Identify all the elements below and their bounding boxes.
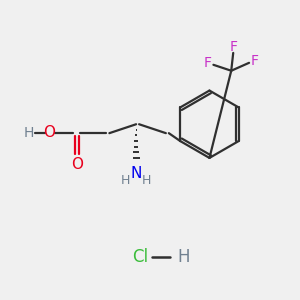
Text: H: H bbox=[141, 174, 151, 187]
Text: F: F bbox=[251, 54, 259, 68]
Text: H: H bbox=[121, 174, 130, 187]
Text: Cl: Cl bbox=[132, 248, 148, 266]
Text: H: H bbox=[178, 248, 190, 266]
Text: H: H bbox=[24, 126, 34, 140]
Text: O: O bbox=[43, 125, 55, 140]
Text: F: F bbox=[229, 40, 237, 54]
Text: F: F bbox=[203, 56, 211, 70]
Text: N: N bbox=[130, 166, 142, 181]
Text: O: O bbox=[71, 158, 83, 172]
